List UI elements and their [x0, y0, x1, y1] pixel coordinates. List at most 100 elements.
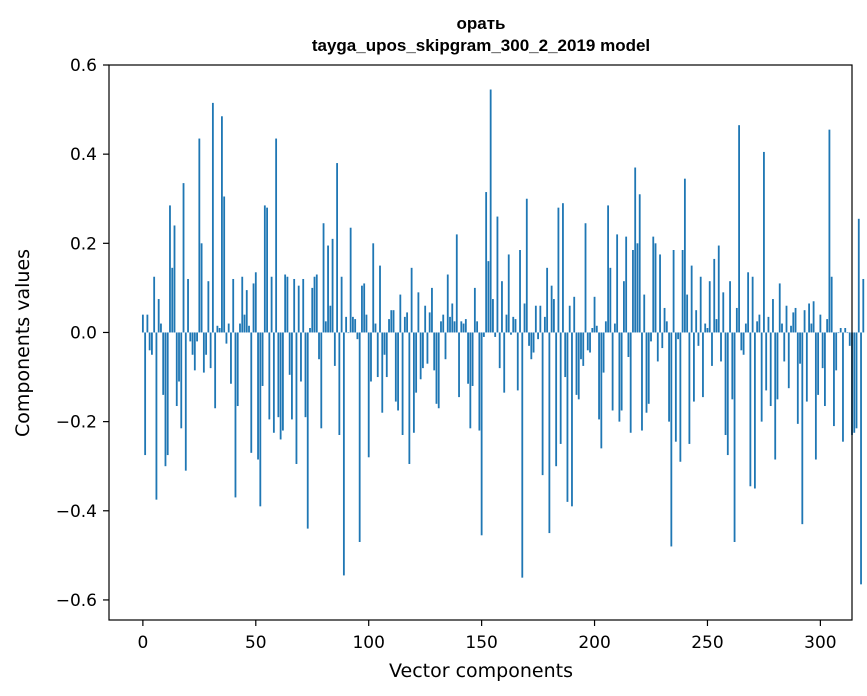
bar-105 — [379, 265, 381, 333]
bar-77 — [315, 274, 318, 333]
bar-205 — [604, 321, 607, 333]
bar-267 — [744, 323, 747, 333]
bar-122 — [417, 292, 420, 333]
bar-199 — [591, 328, 594, 333]
y-tick-label-3: 0.0 — [70, 323, 97, 343]
bar-203 — [600, 332, 603, 449]
bar-234 — [670, 332, 673, 547]
bar-275 — [763, 151, 765, 333]
bar-241 — [686, 294, 689, 333]
bar-179 — [546, 267, 549, 333]
bar-125 — [424, 305, 427, 333]
bar-312 — [846, 332, 849, 334]
bar-283 — [781, 323, 783, 333]
y-tick-label-6: 0.6 — [70, 56, 97, 76]
bar-151 — [482, 332, 485, 337]
bar-225 — [650, 332, 652, 342]
bar-33 — [216, 325, 219, 333]
x-tick-label-300: 300 — [804, 633, 836, 653]
y-tick-label-4: 0.2 — [70, 234, 97, 254]
bar-104 — [376, 332, 379, 378]
bar-184 — [557, 207, 560, 333]
bar-61 — [279, 332, 282, 440]
bar-214 — [625, 236, 628, 333]
bar-70 — [300, 332, 302, 382]
bar-319 — [862, 278, 865, 333]
bar-53 — [261, 332, 264, 386]
bars-group — [141, 89, 865, 585]
bar-24 — [196, 332, 198, 342]
bar-45 — [243, 314, 246, 333]
bar-107 — [383, 332, 386, 355]
bar-207 — [609, 267, 612, 333]
bar-18 — [182, 183, 185, 333]
bar-311 — [844, 328, 847, 333]
bar-301 — [821, 332, 824, 369]
bar-127 — [428, 312, 431, 333]
bar-133 — [442, 314, 445, 333]
bar-226 — [652, 236, 655, 333]
bar-293 — [803, 310, 806, 333]
chart-title-line1: орать — [457, 14, 506, 33]
bar-83 — [329, 305, 332, 333]
bar-2 — [146, 314, 149, 333]
bar-34 — [218, 328, 221, 333]
bar-189 — [568, 305, 571, 333]
bar-96 — [358, 332, 361, 542]
plot-frame — [108, 64, 853, 621]
bar-174 — [534, 305, 537, 333]
bar-259 — [726, 332, 729, 456]
bar-16 — [178, 332, 180, 382]
bar-170 — [525, 198, 528, 333]
bar-63 — [284, 274, 287, 333]
bar-317 — [857, 218, 860, 333]
bar-5 — [153, 276, 156, 333]
bar-6 — [155, 332, 158, 500]
bar-118 — [408, 332, 411, 464]
bar-232 — [665, 321, 668, 333]
bar-155 — [492, 299, 494, 333]
bar-64 — [286, 276, 289, 333]
bar-35 — [221, 116, 223, 333]
bar-162 — [507, 254, 510, 333]
bar-186 — [562, 203, 564, 333]
bar-200 — [593, 296, 596, 333]
x-axis-ticks: 0 50 100 150 200 250 300 — [137, 620, 837, 653]
bar-87 — [338, 332, 341, 435]
bar-258 — [724, 332, 727, 435]
bar-81 — [324, 321, 327, 333]
bar-67 — [293, 278, 296, 333]
bar-254 — [715, 319, 718, 333]
x-tick-label-50: 50 — [245, 633, 267, 653]
bar-27 — [202, 332, 205, 373]
bar-65 — [288, 332, 291, 375]
bar-60 — [277, 332, 280, 418]
bar-221 — [641, 332, 643, 431]
bar-101 — [370, 332, 372, 382]
bar-129 — [433, 332, 436, 371]
bar-126 — [426, 332, 429, 364]
bar-252 — [711, 332, 713, 366]
bar-228 — [656, 332, 659, 362]
bar-92 — [349, 227, 352, 333]
bar-71 — [302, 278, 305, 333]
bar-235 — [672, 250, 675, 333]
bar-109 — [388, 319, 390, 333]
bar-302 — [824, 332, 826, 407]
bar-97 — [361, 285, 363, 333]
bar-277 — [767, 316, 770, 333]
bar-274 — [760, 332, 763, 422]
bar-20 — [187, 278, 189, 333]
bar-222 — [643, 294, 646, 333]
bar-44 — [241, 276, 244, 333]
bar-284 — [783, 332, 786, 362]
bar-57 — [270, 276, 273, 333]
x-tick-label-250: 250 — [691, 633, 723, 653]
bar-154 — [489, 89, 492, 333]
bar-115 — [401, 332, 404, 435]
bar-157 — [496, 216, 499, 333]
bar-282 — [778, 283, 781, 333]
bar-286 — [787, 332, 790, 389]
y-axis-label: Components values — [12, 249, 34, 437]
